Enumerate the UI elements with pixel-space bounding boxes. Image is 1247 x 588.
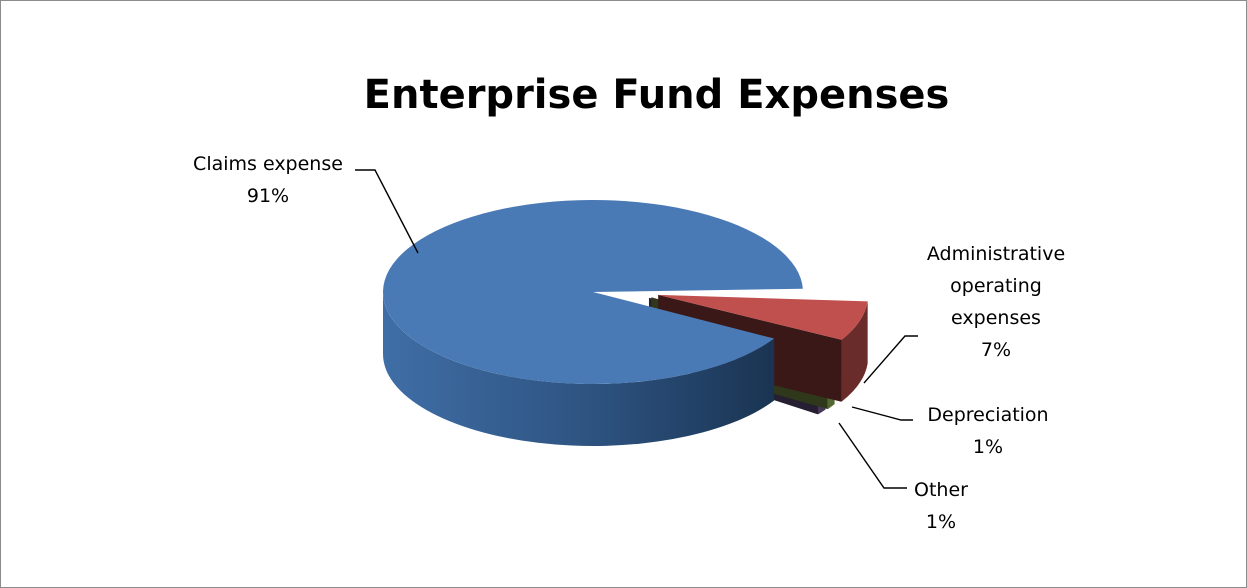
slice-label: Claims expense bbox=[193, 153, 343, 175]
slice-label: operating bbox=[950, 275, 1042, 297]
leader-line bbox=[863, 335, 918, 384]
pie-slice-claims-expense bbox=[383, 200, 803, 447]
slice-side bbox=[841, 301, 868, 402]
leader-line bbox=[851, 406, 913, 421]
chart-title: Enterprise Fund Expenses bbox=[363, 72, 950, 118]
slice-label: Depreciation bbox=[927, 404, 1048, 426]
slice-percent: 7% bbox=[981, 339, 1011, 361]
slice-top bbox=[658, 294, 868, 340]
slice-top bbox=[383, 200, 803, 384]
slice-label: expenses bbox=[951, 307, 1041, 329]
slice-percent: 1% bbox=[926, 511, 956, 533]
slice-percent: 91% bbox=[247, 185, 289, 207]
slice-side bbox=[383, 292, 775, 447]
slice-percent: 1% bbox=[973, 436, 1003, 458]
slice-label: Other bbox=[914, 479, 968, 501]
leader-line bbox=[355, 169, 419, 254]
leader-line bbox=[838, 422, 907, 489]
slice-label: Administrative bbox=[927, 243, 1065, 265]
